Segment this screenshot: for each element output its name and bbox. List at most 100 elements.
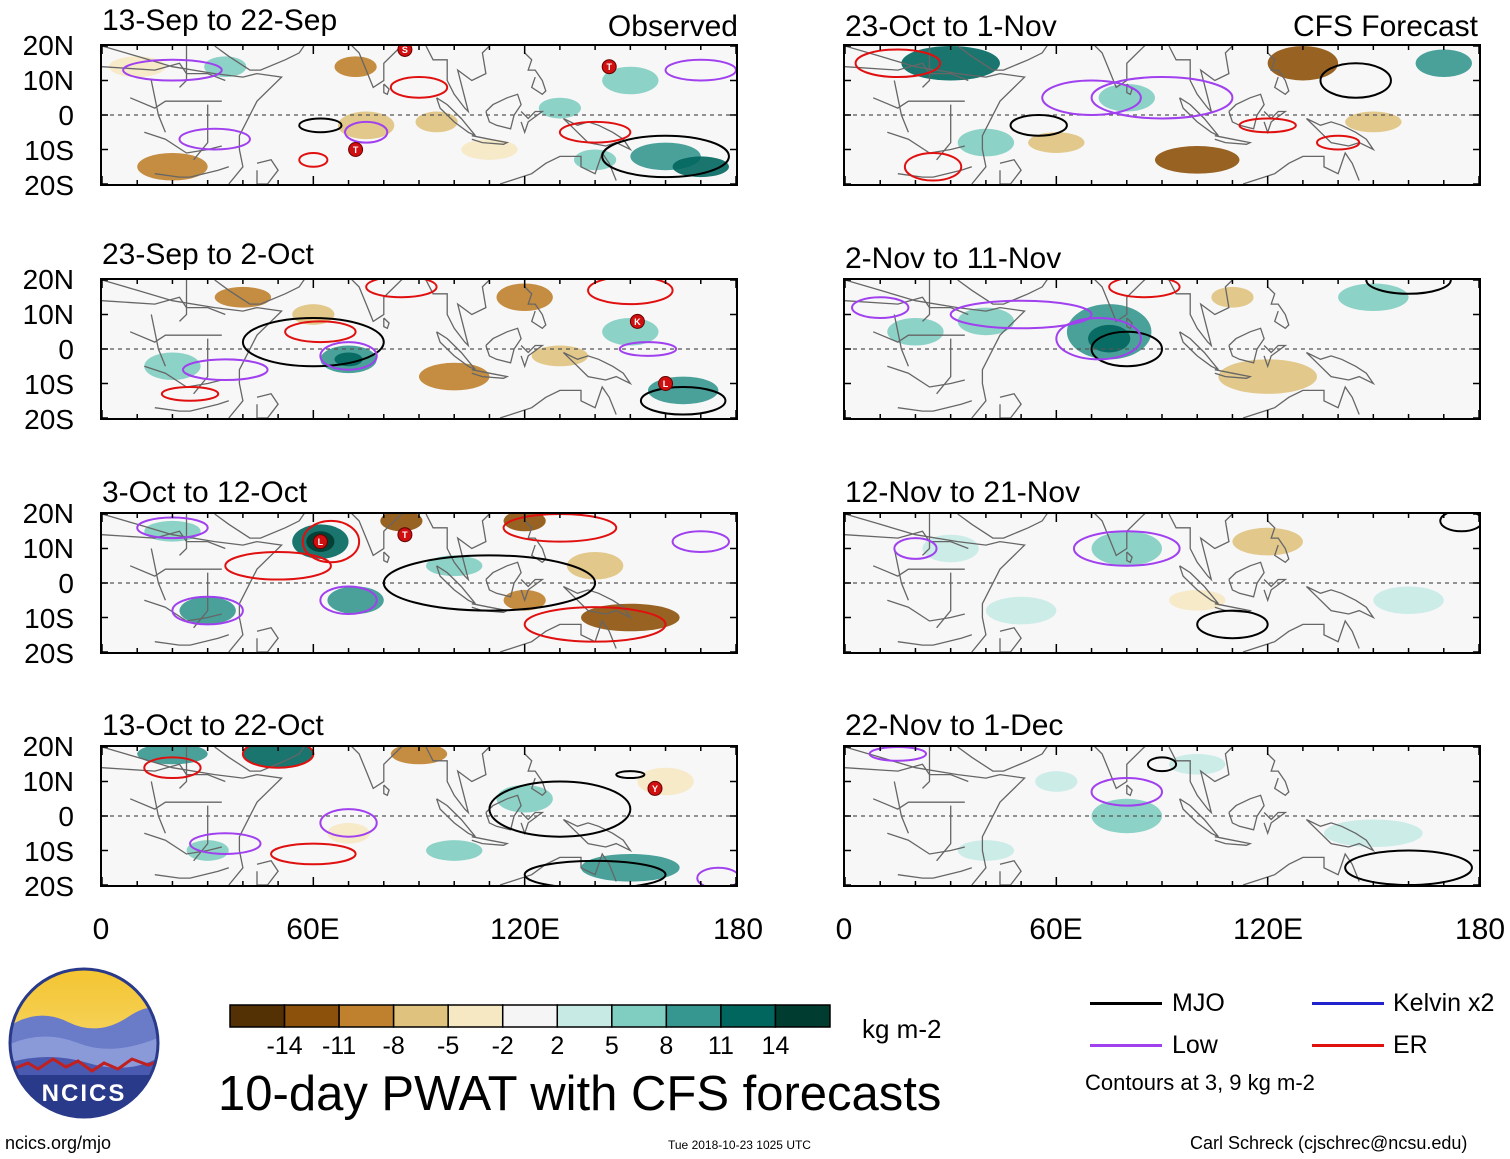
wave-contour	[382, 554, 597, 612]
map-panel-forecast-4	[843, 745, 1481, 887]
map-canvas	[845, 747, 1479, 885]
coastline	[922, 46, 931, 88]
coastline	[872, 97, 965, 109]
wave-contour	[319, 808, 378, 838]
pwat-anomaly-patch	[214, 286, 272, 308]
coastline	[936, 338, 952, 395]
colorbar-tick-label: -5	[437, 1032, 460, 1060]
coastline	[256, 627, 279, 652]
coastline	[351, 747, 403, 790]
coastline	[499, 151, 617, 184]
map-canvas: KL	[102, 280, 736, 418]
footer-author: Carl Schreck (cjschrec@ncsu.edu)	[1190, 1133, 1468, 1153]
coastline	[425, 280, 490, 348]
coastline	[1168, 514, 1233, 582]
colorbar-swatch	[501, 1004, 559, 1028]
wave-contour	[143, 756, 202, 780]
panel-title-fc-3: 12-Nov to 21-Nov	[845, 476, 1081, 509]
pwat-anomaly-patch	[334, 56, 377, 78]
coastline	[1228, 327, 1265, 364]
wave-contour	[1319, 62, 1392, 99]
coastline	[845, 514, 1026, 652]
axis-ticks	[845, 514, 1479, 652]
pwat-anomaly-patch	[1218, 359, 1317, 394]
pwat-anomaly-patch	[327, 586, 384, 615]
pwat-anomaly-patch	[1098, 83, 1155, 112]
wave-contour	[1041, 79, 1142, 116]
coastline	[957, 280, 1048, 305]
coastline	[845, 46, 1026, 184]
axis-ticks	[102, 46, 736, 184]
coastline	[1263, 578, 1288, 603]
pwat-anomaly-patch	[957, 840, 1015, 861]
colorbar-tick-label: 2	[550, 1032, 565, 1060]
coastline	[845, 62, 969, 82]
coastline	[129, 798, 222, 810]
observed-label: Observed	[607, 10, 738, 43]
coastline	[214, 514, 305, 539]
wave-contour	[1090, 76, 1234, 120]
wave-contour	[1009, 114, 1068, 137]
coastline	[897, 400, 972, 412]
pwat-anomaly-patch	[419, 362, 490, 391]
storm-marker-letter: T	[606, 62, 612, 72]
pwat-anomaly-patch	[1267, 46, 1339, 81]
pwat-anomaly-patch	[1373, 586, 1444, 615]
forecast-label: CFS Forecast	[1292, 10, 1478, 43]
wave-contour	[854, 48, 942, 79]
coastline	[1168, 280, 1233, 348]
pwat-anomaly-patch	[531, 345, 589, 367]
coastline	[524, 52, 547, 96]
coastline	[520, 110, 545, 135]
pwat-anomaly-patch	[566, 551, 624, 580]
coastline	[150, 314, 167, 367]
wave-contour	[615, 770, 646, 780]
map-canvas	[845, 514, 1479, 652]
coastline	[1214, 369, 1253, 379]
coastline	[1242, 151, 1360, 184]
wave-contour	[160, 385, 220, 402]
coastline	[102, 62, 226, 82]
pwat-anomaly-patch	[1154, 146, 1240, 174]
wave-contour	[344, 120, 389, 144]
pwat-anomaly-patch	[602, 66, 659, 95]
coastline	[383, 551, 390, 564]
axis-ticks	[845, 280, 1479, 418]
coastline	[1094, 747, 1146, 790]
coastline	[845, 747, 1026, 885]
wave-contour	[1238, 117, 1297, 134]
wave-contour	[1055, 316, 1142, 361]
coastline	[193, 104, 209, 161]
wave-contour	[1196, 609, 1269, 640]
coastline	[1214, 135, 1253, 145]
coastline	[845, 530, 969, 550]
coastline	[999, 159, 1022, 184]
map-canvas	[845, 46, 1479, 184]
wave-contour	[502, 514, 618, 543]
coastline	[425, 46, 490, 114]
coastline	[256, 860, 279, 885]
wave-contour	[319, 585, 378, 616]
wave-contour	[301, 519, 361, 564]
coastline	[957, 747, 1048, 772]
coastline	[154, 634, 229, 646]
pwat-anomaly-patch	[957, 128, 1015, 157]
pwat-anomaly-patch	[1035, 771, 1078, 792]
coastline	[485, 794, 522, 831]
pwat-anomaly-patch	[461, 139, 518, 160]
pwat-anomaly-patch	[334, 352, 363, 367]
wave-contour	[224, 550, 332, 581]
coastline	[383, 317, 390, 330]
pwat-anomaly-patch	[1088, 324, 1131, 353]
coastline	[1168, 46, 1233, 114]
panel-title-fc-1: 23-Oct to 1-Nov	[845, 10, 1057, 43]
pwat-anomaly-patch	[602, 317, 659, 346]
colorbar-swatch	[392, 1004, 449, 1028]
coastline	[893, 781, 910, 834]
colorbar-swatch	[447, 1004, 504, 1028]
wave-contour	[189, 832, 262, 855]
coastline	[179, 280, 188, 322]
storm-marker: T	[601, 59, 617, 75]
panel-title-obs-4: 13-Oct to 22-Oct	[102, 709, 324, 742]
